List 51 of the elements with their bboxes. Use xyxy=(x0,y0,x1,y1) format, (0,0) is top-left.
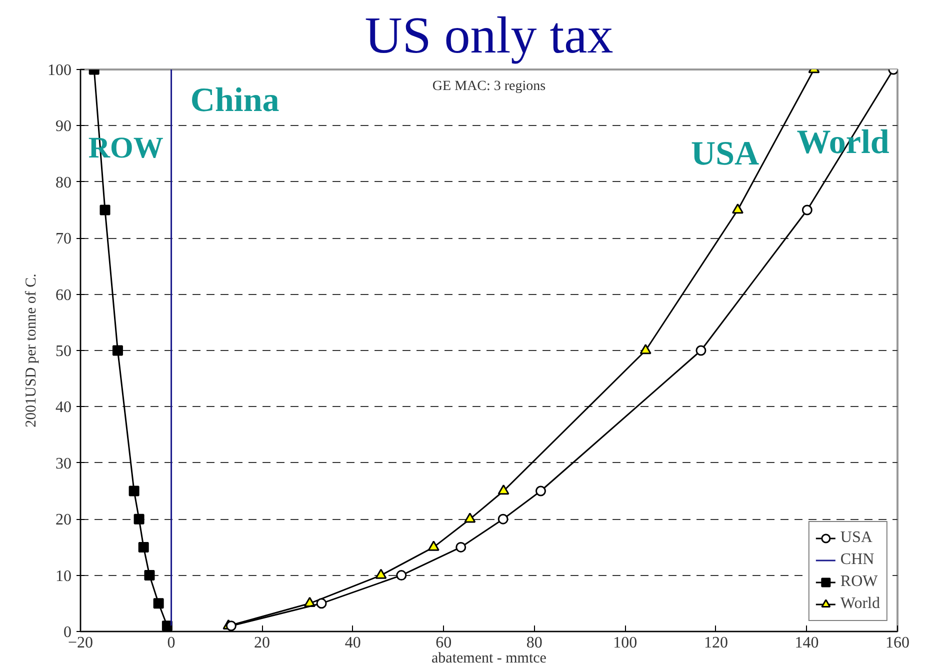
y-tick-label: 30 xyxy=(56,455,72,472)
x-tick-label: 20 xyxy=(254,634,270,652)
chart-title: US only tax xyxy=(364,8,614,64)
point xyxy=(153,598,164,609)
point xyxy=(640,344,652,354)
annotation: China xyxy=(190,82,280,119)
point xyxy=(112,345,123,356)
y-tick-label: 0 xyxy=(64,624,72,641)
point xyxy=(134,514,144,524)
point xyxy=(696,345,706,356)
legend-label: CHN xyxy=(840,551,874,569)
y-tick-label: 90 xyxy=(56,118,72,136)
legend-label: World xyxy=(840,595,880,613)
point xyxy=(316,598,327,609)
x-tick-label: 100 xyxy=(613,634,638,652)
x-tick-label: 80 xyxy=(526,634,542,652)
point xyxy=(396,570,407,581)
point xyxy=(498,514,508,524)
annotation: USA xyxy=(691,135,760,172)
point xyxy=(802,204,812,216)
y-tick-label: 60 xyxy=(56,286,72,304)
x-tick-label: 40 xyxy=(344,634,361,652)
y-tick-label: 100 xyxy=(48,62,72,79)
point xyxy=(428,540,440,551)
y-tick-label: 70 xyxy=(56,230,72,248)
x-tick-label: 120 xyxy=(704,634,728,652)
point xyxy=(100,204,110,216)
annotation: GE MAC: 3 regions xyxy=(432,78,546,94)
point xyxy=(498,484,510,495)
y-axis-title: 2001USD per tonne of C. xyxy=(24,274,40,428)
point xyxy=(375,568,387,579)
legend-label: USA xyxy=(840,529,872,547)
y-tick-label: 40 xyxy=(56,399,72,416)
x-tick-label: 60 xyxy=(436,634,452,652)
y-tick-label: 10 xyxy=(56,568,72,585)
point xyxy=(464,512,476,523)
point xyxy=(138,542,149,552)
point xyxy=(456,542,466,552)
x-tick-label: 0 xyxy=(167,634,176,652)
point xyxy=(535,486,546,496)
point xyxy=(128,486,140,496)
y-tick-label: 20 xyxy=(56,512,72,529)
legend-label: ROW xyxy=(840,573,878,591)
x-axis-title: abatement - mmtce xyxy=(432,650,547,666)
y-tick-label: 80 xyxy=(56,174,72,192)
x-tick-label: 140 xyxy=(794,634,819,652)
y-tick-label: 50 xyxy=(56,343,72,360)
point xyxy=(732,203,744,214)
x-tick-label: 160 xyxy=(886,634,910,652)
point xyxy=(144,570,155,581)
point xyxy=(226,620,236,632)
